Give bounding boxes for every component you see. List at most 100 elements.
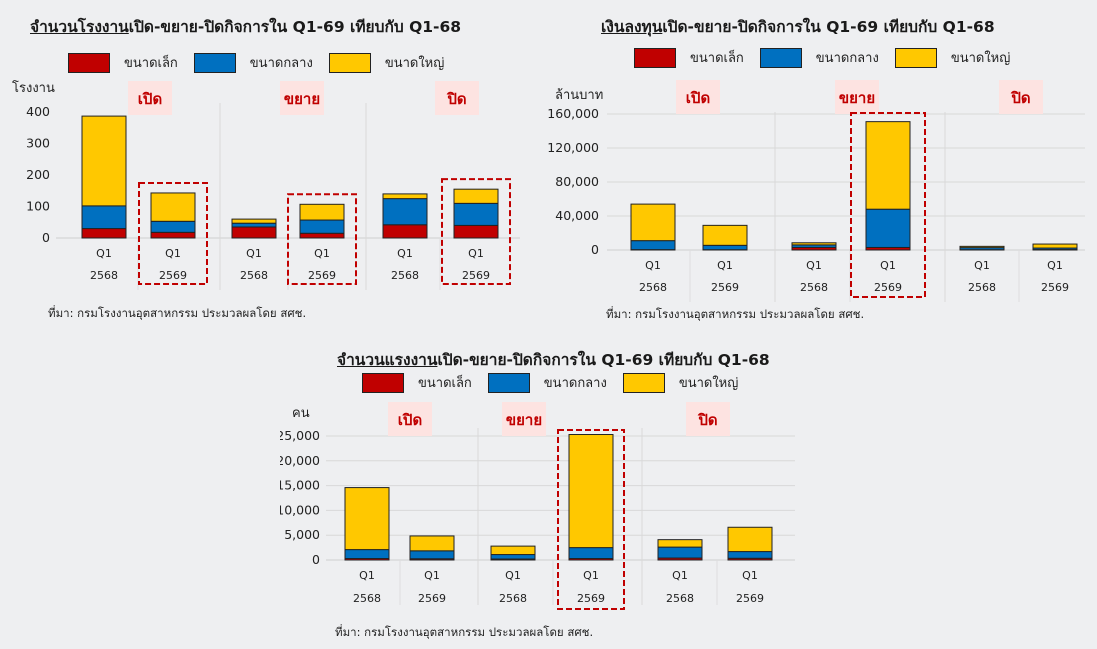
bar-segment-small [81, 228, 127, 239]
x-tick-year: 2569 [159, 269, 187, 282]
title-rest: เปิด-ขยาย-ปิดกิจการใน Q1-69 เทียบกับ Q1-… [128, 18, 462, 36]
bar-segment-large [959, 245, 1005, 249]
bar-segment-medium [865, 208, 911, 248]
x-tick-year: 2569 [711, 281, 739, 294]
legend-label-medium: ขนาดกลาง [815, 51, 879, 66]
legend-label-small: ขนาดเล็ก [418, 376, 472, 391]
legend-swatch-small [68, 52, 110, 73]
x-tick-quarter: Q1 [424, 569, 440, 582]
x-tick-quarter: Q1 [742, 569, 758, 582]
group-label: ขยาย [839, 89, 875, 107]
group-label-bg [835, 80, 879, 114]
highlight-box [287, 193, 357, 285]
bar-segment-medium [490, 554, 536, 560]
bar-segment-medium [150, 220, 196, 233]
group-label-bg [686, 402, 730, 436]
group-label: ปิด [1010, 89, 1030, 107]
group-label-bg [999, 80, 1043, 114]
group-label: เปิด [686, 89, 710, 107]
bar-segment-small [231, 226, 277, 239]
y-axis-unit: ล้านบาท [555, 88, 603, 103]
y-tick-label: 80,000 [555, 174, 599, 189]
y-tick-label: 20,000 [280, 453, 320, 468]
group-label-bg [435, 81, 479, 115]
x-tick-year: 2568 [639, 281, 667, 294]
highlight-box [557, 429, 625, 610]
x-tick-year: 2569 [462, 269, 490, 282]
x-tick-quarter: Q1 [1047, 259, 1063, 272]
legend-investment: ขนาดเล็ก ขนาดกลาง ขนาดใหญ่ [634, 47, 1026, 68]
title-rest: เปิด-ขยาย-ปิดกิจการใน Q1-69 เทียบกับ Q1-… [437, 351, 770, 369]
legend-workers: ขนาดเล็ก ขนาดกลาง ขนาดใหญ่ [362, 372, 754, 393]
legend-swatch-large [894, 47, 937, 68]
group-label: เปิด [138, 90, 162, 108]
bar-segment-large [453, 188, 499, 204]
bar-segment-medium [727, 551, 773, 559]
x-tick-quarter: Q1 [314, 247, 330, 260]
group-label: ปิด [446, 90, 466, 108]
y-tick-label: 0 [42, 230, 50, 245]
y-axis-unit: คน [292, 406, 310, 421]
bar-segment-large [299, 203, 345, 221]
title-rest: เปิด-ขยาย-ปิดกิจการใน Q1-69 เทียบกับ Q1-… [662, 18, 995, 36]
bar-segment-small [453, 224, 499, 239]
x-tick-year: 2568 [353, 592, 381, 605]
group-label-bg [502, 402, 546, 436]
source-note-factories: ที่มา: กรมโรงงานอุตสาหกรรม ประมวลผลโดย ส… [48, 306, 307, 320]
x-tick-year: 2569 [577, 592, 605, 605]
bar-segment-large [344, 487, 390, 551]
x-tick-quarter: Q1 [717, 259, 733, 272]
x-tick-year: 2569 [418, 592, 446, 605]
title-underlined: จำนวนโรงงาน [30, 18, 129, 36]
legend-swatch-large [622, 372, 665, 393]
x-tick-year: 2568 [666, 592, 694, 605]
bar-segment-large [409, 535, 455, 552]
x-tick-year: 2569 [874, 281, 902, 294]
bar-segment-medium [299, 219, 345, 234]
title-underlined: จำนวนแรงงาน [337, 351, 438, 369]
bar-segment-large [1032, 243, 1078, 249]
legend-swatch-small [634, 47, 676, 68]
source-note-investment: ที่มา: กรมโรงงานอุตสาหกรรม ประมวลผลโดย ส… [606, 307, 865, 321]
bar-segment-large [231, 218, 277, 224]
group-label: ขยาย [506, 411, 542, 429]
group-label: เปิด [398, 411, 422, 429]
y-tick-label: 5,000 [284, 527, 320, 542]
bar-segment-large [727, 526, 773, 553]
y-tick-label: 120,000 [547, 140, 599, 155]
x-tick-year: 2569 [1041, 281, 1069, 294]
legend-swatch-large [328, 52, 371, 73]
bar-segment-medium [568, 547, 614, 560]
x-tick-year: 2568 [499, 592, 527, 605]
x-tick-quarter: Q1 [583, 569, 599, 582]
y-tick-label: 0 [312, 552, 320, 567]
bar-segment-small [382, 224, 428, 239]
x-tick-quarter: Q1 [96, 247, 112, 260]
y-tick-label: 15,000 [280, 478, 320, 493]
x-tick-year: 2569 [308, 269, 336, 282]
source-note-workers: ที่มา: กรมโรงงานอุตสาหกรรม ประมวลผลโดย ส… [335, 625, 594, 639]
legend-label-large: ขนาดใหญ่ [678, 376, 739, 391]
bar-segment-large [568, 434, 614, 549]
x-tick-quarter: Q1 [165, 247, 181, 260]
x-tick-quarter: Q1 [359, 569, 375, 582]
bar-segment-medium [231, 222, 277, 228]
y-tick-label: 0 [591, 242, 599, 257]
highlight-box [441, 178, 511, 285]
legend-label-small: ขนาดเล็ก [690, 51, 744, 66]
y-tick-label: 100 [26, 199, 50, 214]
bar-segment-medium [630, 240, 676, 251]
title-underlined: เงินลงทุน [601, 18, 663, 36]
bar-segment-large [791, 242, 837, 246]
y-axis-unit: โรงงาน [12, 80, 55, 96]
chart-workers: คน 0 5,000 10,000 15,000 20,000 25,000 เปิด ขยาย… [280, 402, 795, 610]
bar-segment-large [81, 115, 127, 207]
x-tick-quarter: Q1 [880, 259, 896, 272]
group-label-bg [388, 402, 432, 436]
chart-title-factories: จำนวนโรงงานเปิด-ขยาย-ปิดกิจการใน Q1-69 เ… [30, 14, 461, 39]
bar-segment-large [657, 539, 703, 548]
legend-swatch-medium [487, 372, 530, 393]
x-tick-year: 2568 [968, 281, 996, 294]
bar-segment-large [630, 203, 676, 242]
group-label-bg [128, 81, 172, 115]
